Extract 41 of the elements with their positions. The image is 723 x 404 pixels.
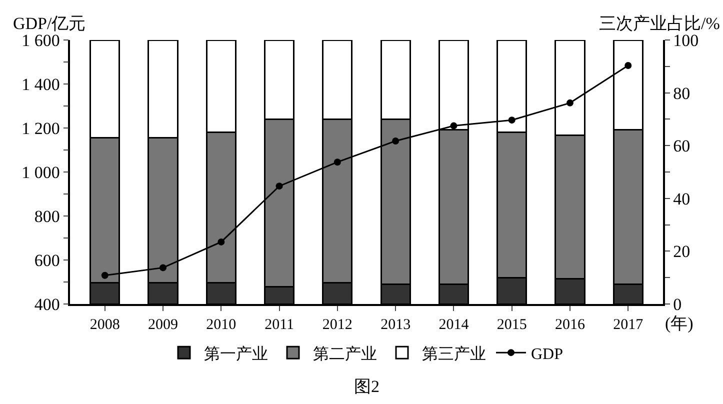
x-tick-label: 2011 [264, 316, 294, 333]
x-tick-label: 2015 [496, 316, 527, 333]
y-tick-label: 1 200 [22, 118, 60, 138]
point [160, 264, 167, 272]
legend-label: 第三产业 [422, 344, 486, 363]
x-tick-label: 2014 [438, 316, 470, 333]
y2-tick-label: 80 [673, 84, 690, 103]
point [101, 272, 108, 279]
caption: 图2 [354, 377, 380, 396]
x-tick-label: 2013 [380, 316, 411, 333]
y-tick-label: 1 000 [22, 162, 60, 182]
y2-tick-label: 20 [673, 242, 690, 262]
x-tick-label: 2017 [613, 316, 644, 333]
y2-tick-label: 100 [673, 30, 699, 50]
x-axis-title: (年) [665, 314, 694, 333]
point [508, 116, 516, 124]
legend-label: 第二产业 [313, 344, 377, 363]
y-tick-label: 1 600 [22, 30, 60, 50]
x-tick-label: 2010 [206, 316, 236, 333]
y-tick-label: 1 400 [22, 74, 60, 94]
y2-tick-label: 0 [673, 294, 682, 314]
legend-label: GDP [531, 346, 564, 363]
point [218, 238, 225, 246]
y-tick-label: 600 [34, 250, 60, 270]
y2-tick-label: 40 [673, 189, 690, 208]
x-tick-label: 2009 [148, 316, 178, 333]
y-axis-title: GDP/亿元 [13, 14, 86, 33]
y-tick-label: 400 [34, 294, 60, 314]
legend-label: 第一产业 [204, 344, 268, 363]
y2-axis-title: 三次产业占比/% [599, 14, 720, 33]
y-tick-label: 800 [34, 206, 60, 226]
point [276, 182, 283, 190]
point [450, 122, 458, 130]
point [392, 137, 400, 144]
point [624, 62, 632, 70]
y2-tick-label: 60 [673, 136, 690, 156]
x-tick-label: 2008 [90, 316, 120, 333]
point [566, 99, 574, 106]
point [334, 158, 341, 166]
x-tick-label: 2016 [554, 316, 586, 333]
x-tick-label: 2012 [322, 316, 352, 333]
